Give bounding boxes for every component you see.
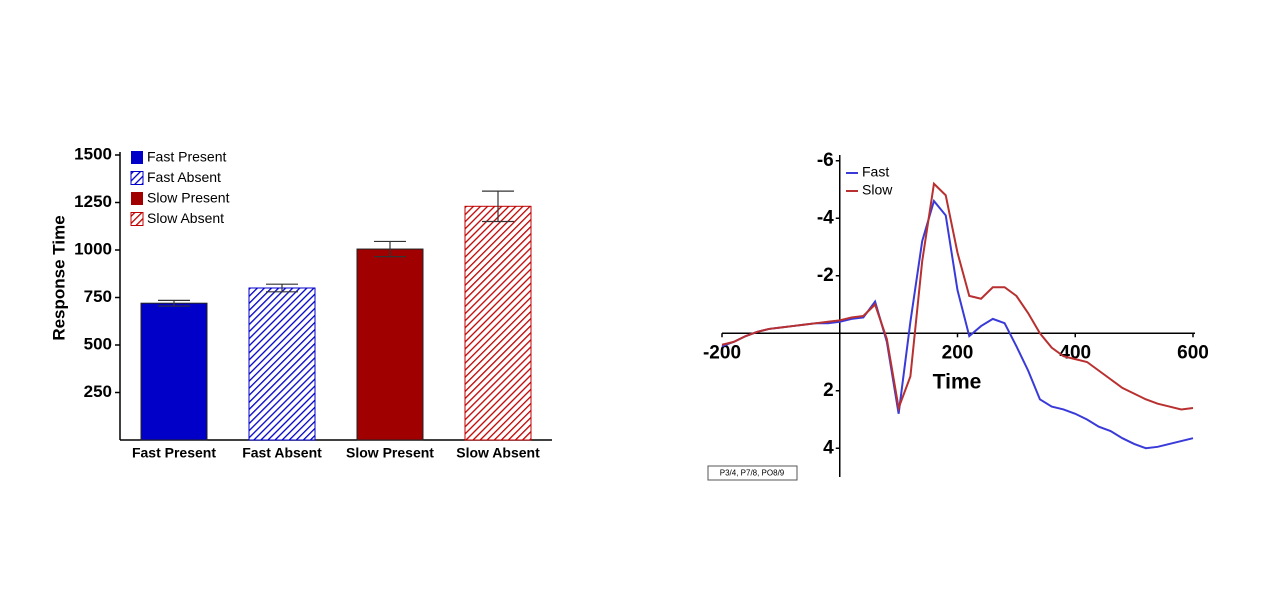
legend-swatch <box>131 151 143 164</box>
legend-label: Slow <box>862 182 893 198</box>
line-series <box>721 181 1194 412</box>
y-tick-label: 2 <box>823 380 834 401</box>
legend-label: Fast Absent <box>147 169 221 185</box>
x-tick-label: 200 <box>942 342 974 363</box>
y-tick-label: 1000 <box>74 239 112 258</box>
bar <box>464 205 532 441</box>
line-series <box>721 198 1194 450</box>
y-tick-label: 1250 <box>74 192 112 211</box>
y-tick-label: 500 <box>84 334 112 353</box>
x-tick-label: -200 <box>703 342 741 363</box>
annotation: P3/4, P7/8, PO8/9 <box>720 469 785 478</box>
y-tick-label: 1500 <box>74 144 112 163</box>
y-tick-label: -2 <box>817 265 834 286</box>
y-tick-label: -6 <box>817 150 834 171</box>
error-bar <box>158 299 190 307</box>
legend-label: Fast <box>862 164 889 180</box>
error-bar <box>374 240 406 258</box>
x-tick-label: Fast Absent <box>242 445 322 461</box>
bar <box>248 287 316 441</box>
x-tick-label: 600 <box>1177 342 1209 363</box>
y-tick-label: -4 <box>817 207 834 228</box>
legend-swatch <box>131 192 143 205</box>
y-axis-label: Response Time <box>49 215 68 340</box>
annotation-box <box>707 465 798 481</box>
x-tick-label: Slow Absent <box>456 445 540 461</box>
legend-label: Fast Present <box>147 149 226 165</box>
bar <box>140 302 208 441</box>
y-tick-label: 750 <box>84 287 112 306</box>
legend-swatch <box>130 171 144 185</box>
x-axis-label: Time <box>933 371 982 394</box>
error-bar <box>482 190 514 223</box>
legend-swatch <box>130 212 144 226</box>
legend-label: Slow Absent <box>147 210 224 226</box>
legend-label: Slow Present <box>147 190 230 206</box>
x-tick-label: Fast Present <box>132 445 216 461</box>
y-tick-label: 4 <box>823 437 834 458</box>
y-tick-label: 250 <box>84 382 112 401</box>
bar <box>356 248 424 441</box>
error-bar <box>266 283 298 293</box>
x-tick-label: Slow Present <box>346 445 434 461</box>
